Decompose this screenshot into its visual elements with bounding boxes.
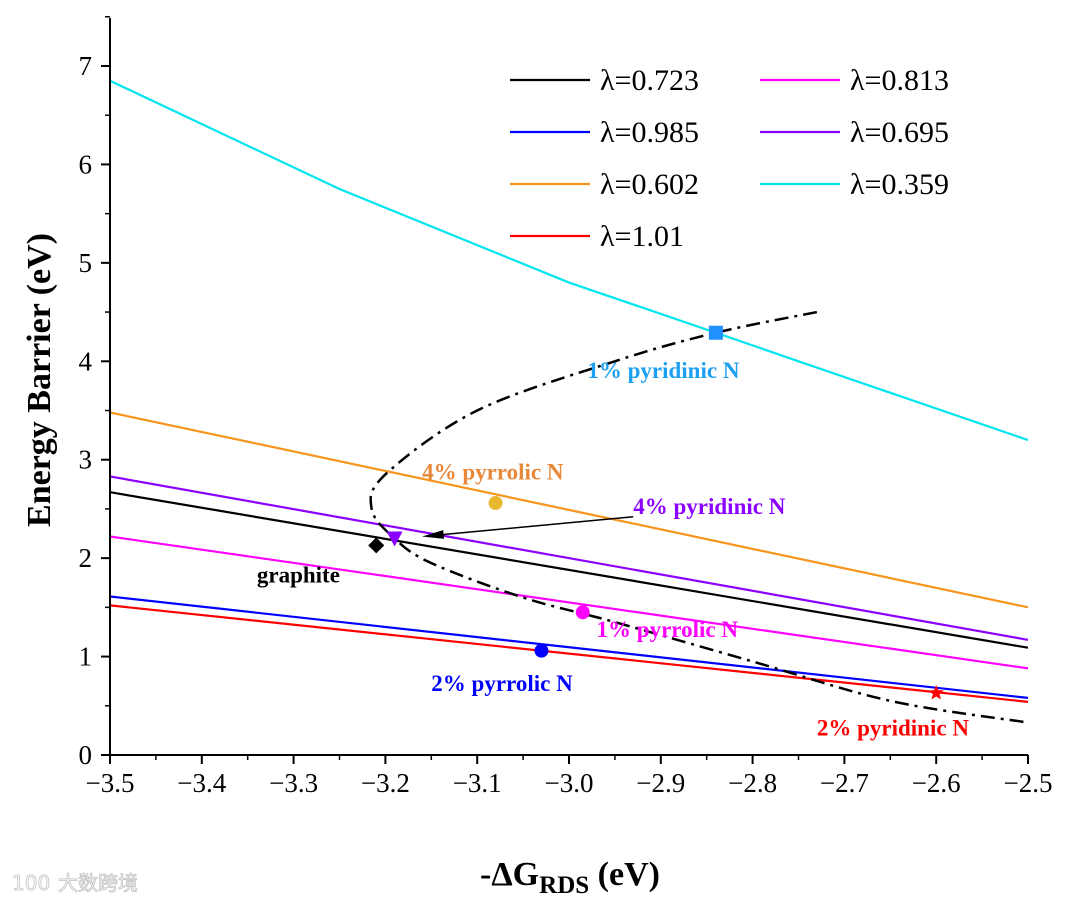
legend-label: λ=0.985 (600, 116, 699, 149)
series-line-0 (110, 491, 1028, 649)
annotation-label: 1% pyrrolic N (597, 617, 739, 642)
annotation-label: 2% pyridinic N (817, 715, 969, 740)
points-layer: graphite 4% pyridinic N 4% pyrrolic N 1% py… (257, 325, 969, 740)
series-line-6 (110, 604, 1028, 703)
legend-label: λ=0.813 (850, 64, 949, 97)
y-axis-label: Energy Barrier (eV) (21, 233, 58, 527)
legend-label: λ=0.359 (850, 168, 949, 201)
x-tick-label: −2.9 (636, 768, 685, 798)
marker-diamond (368, 537, 385, 554)
y-tick-label: 7 (79, 51, 93, 81)
y-tick-label: 0 (79, 740, 93, 770)
y-tick-label: 6 (79, 149, 93, 179)
series-line-2 (110, 595, 1028, 700)
x-tick-label: −2.8 (728, 768, 777, 798)
legend-label: λ=1.01 (600, 220, 684, 253)
x-tick-label: −3.1 (453, 768, 502, 798)
series-line-3 (110, 475, 1028, 641)
x-tick-label: −2.7 (820, 768, 869, 798)
y-tick-label: 3 (79, 445, 93, 475)
watermark: 100 大数跨境 (12, 871, 139, 896)
marker-circle (488, 496, 503, 511)
marker-circle (575, 605, 590, 620)
y-tick-label: 4 (79, 346, 93, 376)
svg-text:大数跨境: 大数跨境 (58, 871, 138, 895)
legend-label: λ=0.695 (850, 116, 949, 149)
x-tick-label: −3.2 (361, 768, 410, 798)
x-tick-label: −2.5 (1004, 768, 1053, 798)
x-axis-label: -ΔGRDS (eV) (480, 856, 660, 899)
arrow-line (438, 516, 634, 536)
marker-square (708, 325, 723, 340)
series-layer (110, 79, 1028, 703)
x-tick-label: −3.0 (545, 768, 594, 798)
annotation-label: 4% pyridinic N (633, 494, 785, 519)
annotation-label: 2% pyrrolic N (431, 671, 573, 696)
x-tick-label: −3.4 (177, 768, 226, 798)
y-tick-label: 5 (79, 248, 93, 278)
marker-star (928, 684, 944, 700)
marker-triangle-down (386, 531, 403, 547)
series-line-1 (110, 535, 1028, 670)
y-tick-label: 2 (79, 543, 93, 573)
annotation-label: 1% pyridinic N (587, 358, 739, 383)
x-tick-label: −2.6 (912, 768, 961, 798)
watermark-logo: 100 (12, 871, 50, 895)
x-tick-label: −3.3 (269, 768, 318, 798)
legend-label: λ=0.602 (600, 168, 699, 201)
legend: λ=0.723 λ=0.813 λ=0.985 λ=0.695 λ=0.602 λ=0.3… (510, 64, 949, 253)
annotation-label: graphite (257, 563, 340, 588)
marker-circle (534, 643, 549, 658)
legend-label: λ=0.723 (600, 64, 699, 97)
series-line-4 (110, 411, 1028, 609)
annotation-label: 4% pyrrolic N (422, 459, 564, 484)
y-tick-label: 1 (79, 642, 93, 672)
axes: −3.5 −3.4 −3.3 −3.2 −3.1 −3.0 −2.9 −2.8 −2.7 −2.6… (79, 16, 1053, 798)
series-line-5 (110, 79, 1028, 442)
arrow-head (422, 530, 444, 539)
x-tick-label: −3.5 (86, 768, 135, 798)
